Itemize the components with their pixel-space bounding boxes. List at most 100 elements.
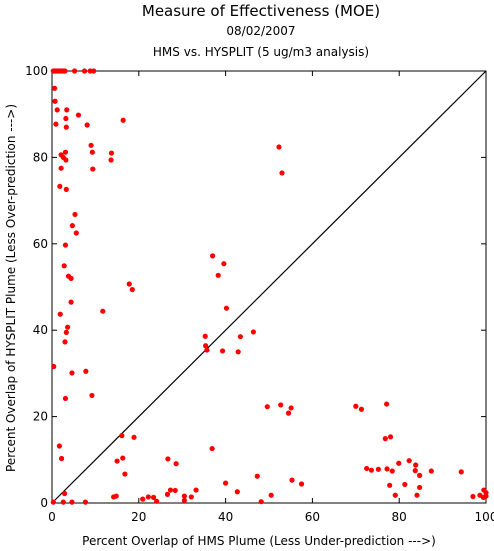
y-tick-label: 0 [40,496,48,510]
data-point [254,473,260,479]
data-point [75,112,82,118]
data-point [65,324,71,330]
data-point [276,144,282,150]
chart-title: Measure of Effectiveness (MOE) [142,2,380,20]
data-point [387,482,393,488]
data-point [81,68,88,74]
data-point [69,370,75,376]
data-point [89,392,95,399]
data-point [61,490,68,497]
data-point [483,493,489,499]
data-point [173,461,179,467]
data-point [193,487,199,493]
data-point [413,462,419,468]
data-point [63,124,69,130]
y-tick-label: 40 [33,323,48,337]
data-point [204,347,210,353]
data-point [145,494,151,500]
data-point [68,299,74,305]
data-point [188,494,194,500]
data-point [250,329,256,335]
data-point [234,489,240,495]
data-point [63,157,69,163]
data-point [167,487,174,493]
data-point [52,98,58,104]
data-point [52,85,58,91]
data-point [108,150,115,156]
data-point [181,493,187,499]
data-point [470,493,476,500]
data-point [223,305,230,311]
data-point [62,339,68,345]
y-tick-label: 100 [25,64,48,78]
data-point [364,465,370,472]
data-point [60,499,66,505]
data-point [51,363,57,370]
data-point [164,491,171,497]
data-point [131,434,137,440]
data-point [223,480,229,486]
data-point [129,286,135,293]
data-point [140,496,146,502]
data-point [165,456,171,462]
data-point [69,223,75,229]
data-point [412,468,418,474]
data-point [53,121,59,127]
data-point [172,487,178,494]
data-point [416,484,423,491]
data-point [62,395,69,402]
data-point [384,466,390,472]
data-point [120,117,126,123]
data-point [384,401,390,407]
data-point [56,443,62,449]
data-point [235,349,241,355]
x-tick-label: 60 [305,510,320,524]
data-point [63,115,69,122]
data-point [396,460,402,466]
data-point [237,334,243,340]
data-point [202,333,208,339]
data-point [298,481,305,487]
data-point [375,466,381,472]
data-point [88,142,94,148]
y-tick-label: 80 [33,150,48,164]
data-point [181,497,187,504]
x-tick-label: 20 [131,510,146,524]
data-point [120,455,126,461]
data-point [215,272,221,278]
x-tick-label: 0 [48,510,56,524]
data-point [57,183,63,189]
data-point [73,230,79,236]
data-point [264,404,270,410]
reference-diagonal-line [51,70,487,504]
data-point [69,499,75,505]
data-point [387,434,394,440]
data-point [58,165,64,171]
data-point [414,492,420,498]
data-point [279,170,285,176]
x-tick-label: 40 [218,510,233,524]
data-point [203,343,209,349]
data-point [71,68,78,74]
data-point [406,458,412,464]
data-point [402,481,408,488]
data-point [368,467,375,473]
data-point [113,493,119,499]
data-point [72,211,78,218]
chart-subtitle: HMS vs. HYSPLIT (5 ug/m3 analysis) [153,45,369,59]
chart-date-subtitle: 08/02/2007 [226,24,295,38]
data-point [68,275,74,281]
data-point [221,261,227,267]
data-point [58,455,65,462]
data-point [100,308,106,314]
data-point [90,166,96,172]
data-point [126,281,132,287]
y-axis-label: Percent Overlap of HYSPLIT Plume (Less O… [4,104,18,472]
y-tick-label: 20 [33,410,48,424]
data-point [209,445,215,452]
data-point [416,472,423,478]
data-point [62,149,69,155]
data-point [389,468,395,474]
